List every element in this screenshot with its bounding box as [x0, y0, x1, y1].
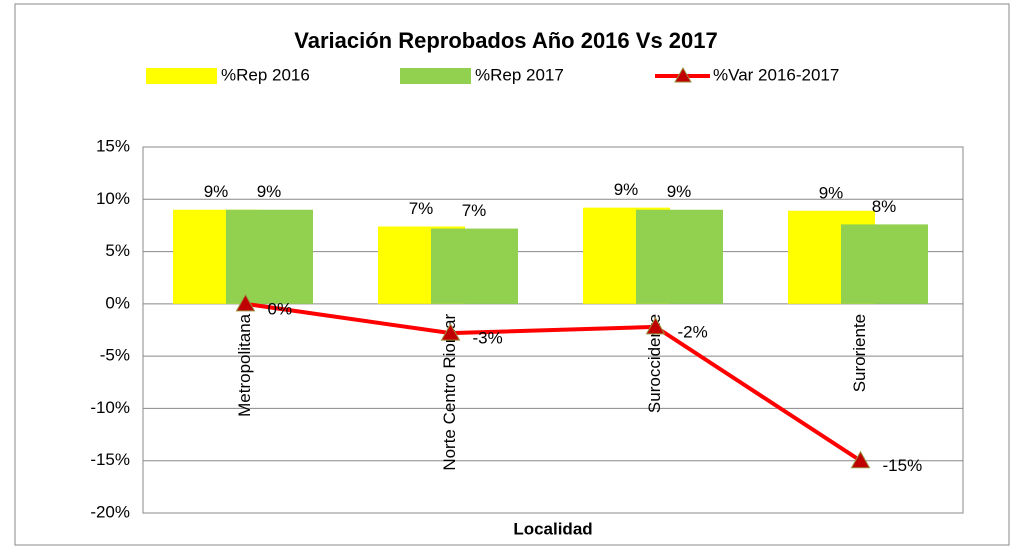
y-tick-label: -15% — [90, 450, 130, 469]
marker — [850, 450, 871, 469]
marker — [235, 293, 256, 312]
value-label: 9% — [614, 180, 639, 199]
y-tick-label: -10% — [90, 398, 130, 417]
bar — [226, 209, 313, 304]
line — [245, 301, 862, 463]
y-tick-label: 15% — [96, 136, 130, 155]
y-tick-label: -5% — [100, 346, 130, 365]
value-label: 9% — [257, 182, 282, 201]
legend-label: %Rep 2017 — [475, 65, 564, 84]
legend-swatch — [146, 68, 217, 84]
x-tick-label: Suroriente — [850, 314, 869, 392]
value-label: 9% — [819, 183, 844, 202]
bar — [636, 209, 723, 304]
value-label: -3% — [473, 329, 503, 348]
value-label: 9% — [204, 182, 229, 201]
bar — [841, 224, 928, 304]
x-tick-label: Norte Centro Riomar — [440, 314, 459, 471]
y-tick-label: -20% — [90, 502, 130, 521]
legend-label: %Var 2016-2017 — [713, 65, 839, 84]
bar — [431, 228, 518, 304]
y-tick-label: 10% — [96, 189, 130, 208]
y-tick-label: 5% — [105, 241, 130, 260]
value-label: -2% — [678, 322, 708, 341]
value-label: 7% — [462, 201, 487, 220]
y-tick-label: 0% — [105, 293, 130, 312]
value-label: 7% — [409, 199, 434, 218]
value-label: 9% — [667, 182, 692, 201]
marker — [645, 316, 666, 335]
x-tick-label: Metropolitana — [235, 313, 254, 417]
value-label: -15% — [883, 456, 923, 475]
legend-swatch — [400, 68, 471, 84]
x-axis-label: Localidad — [513, 519, 592, 538]
marker — [440, 323, 461, 341]
value-label: 8% — [872, 197, 897, 216]
chart-title: Variación Reprobados Año 2016 Vs 2017 — [294, 28, 717, 53]
value-label: 0% — [268, 299, 293, 318]
legend-label: %Rep 2016 — [221, 65, 310, 84]
legend-marker — [674, 66, 692, 83]
x-tick-label: Suroccidente — [645, 314, 664, 413]
